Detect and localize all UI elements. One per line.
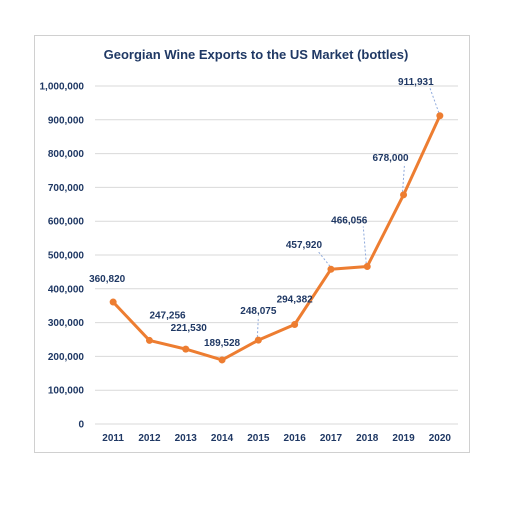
data-point — [327, 265, 335, 273]
data-point — [436, 112, 444, 120]
data-label: 221,530 — [171, 323, 208, 334]
y-tick-label: 0 — [78, 420, 84, 431]
data-label: 466,056 — [331, 215, 368, 226]
data-point — [400, 191, 408, 199]
y-tick-label: 300,000 — [48, 318, 85, 329]
y-tick-label: 800,000 — [48, 149, 85, 160]
y-tick-label: 200,000 — [48, 352, 85, 363]
x-tick-label: 2018 — [356, 433, 379, 444]
y-tick-label: 900,000 — [48, 115, 85, 126]
chart-title: Georgian Wine Exports to the US Market (… — [103, 47, 409, 62]
y-tick-label: 500,000 — [48, 251, 85, 262]
y-tick-label: 700,000 — [48, 183, 85, 194]
data-label: 360,820 — [89, 274, 126, 285]
data-label: 294,382 — [277, 294, 314, 305]
series-line — [112, 115, 442, 362]
data-label: 248,075 — [240, 306, 277, 317]
data-label: 911,931 — [398, 77, 434, 88]
y-tick-label: 400,000 — [48, 284, 85, 295]
data-point — [254, 336, 262, 344]
y-tick-label: 1,000,000 — [40, 82, 85, 93]
data-point — [218, 356, 226, 364]
data-label-leader — [317, 250, 331, 267]
y-tick-label: 100,000 — [48, 386, 85, 397]
x-tick-label: 2015 — [247, 433, 270, 444]
x-tick-label: 2016 — [284, 433, 307, 444]
data-label-leader — [402, 163, 406, 192]
data-label: 678,000 — [372, 153, 409, 164]
data-label-leader — [256, 317, 259, 338]
data-point — [291, 320, 299, 328]
x-tick-label: 2019 — [392, 433, 415, 444]
data-point — [363, 262, 371, 270]
data-label: 247,256 — [149, 310, 186, 321]
x-tick-label: 2013 — [175, 433, 198, 444]
data-point — [145, 336, 153, 344]
x-tick-label: 2012 — [138, 433, 161, 444]
x-tick-label: 2017 — [320, 433, 343, 444]
x-tick-label: 2014 — [211, 433, 234, 444]
y-tick-label: 600,000 — [48, 217, 85, 228]
data-label: 457,920 — [286, 240, 323, 251]
chart-frame — [34, 35, 470, 453]
data-point — [182, 345, 190, 353]
data-label-leader — [429, 87, 440, 113]
x-tick-label: 2020 — [429, 433, 452, 444]
data-label: 189,528 — [204, 338, 241, 349]
data-label-leader — [362, 226, 367, 264]
x-tick-label: 2011 — [102, 433, 124, 444]
data-point — [109, 298, 117, 306]
